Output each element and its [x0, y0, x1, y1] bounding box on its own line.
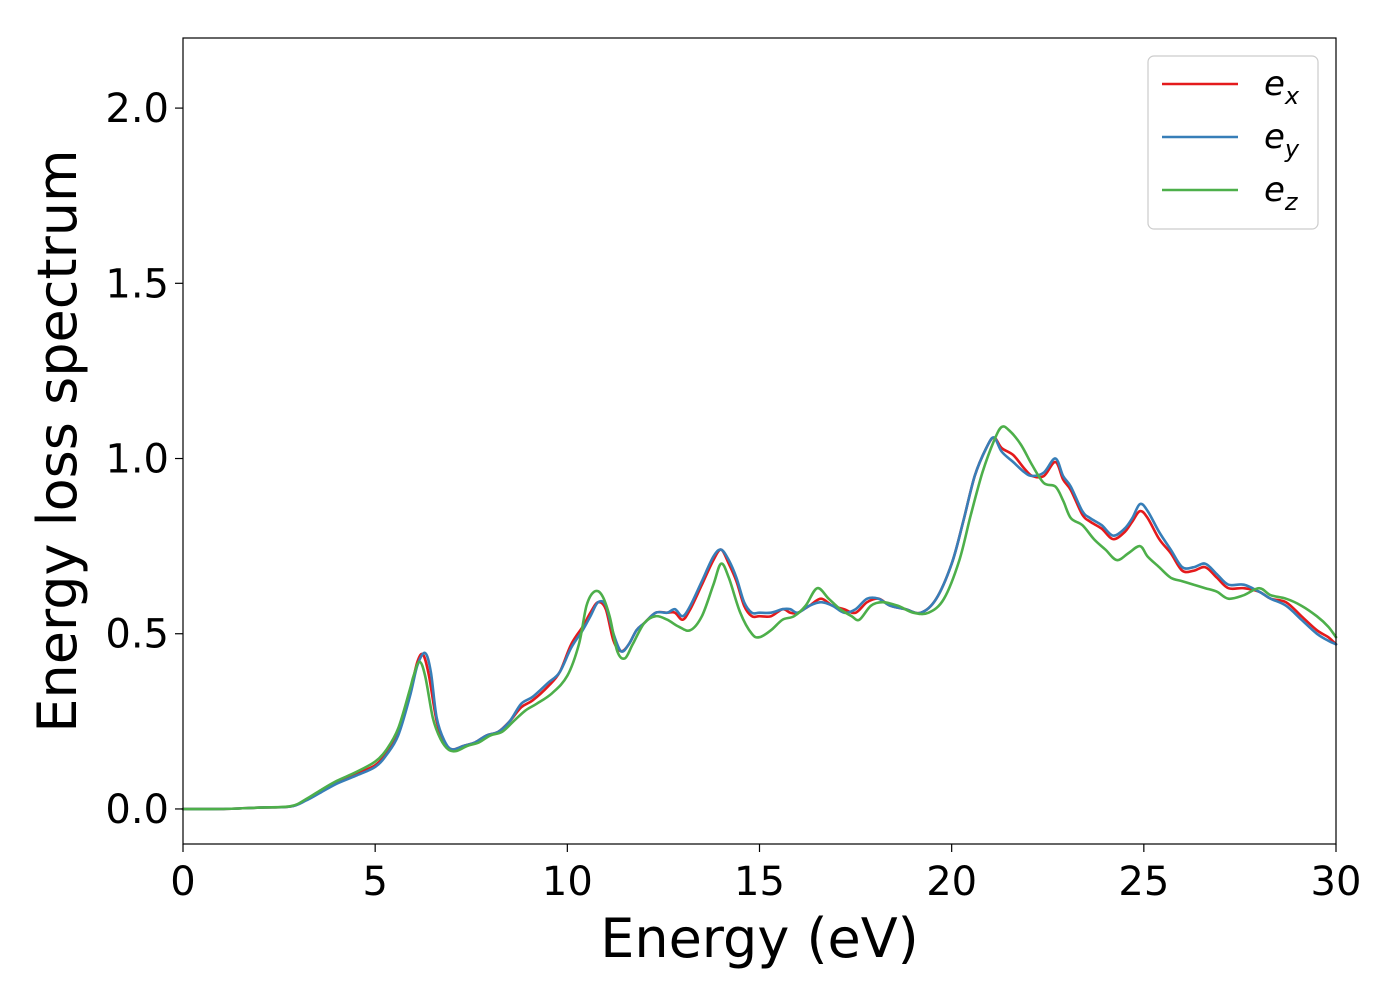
x-axis-label: Energy (eV): [600, 907, 919, 970]
x-tick-label: 5: [362, 859, 387, 905]
y-tick-label: 1.0: [105, 437, 169, 483]
y-tick-label: 2.0: [105, 86, 169, 132]
x-tick-label: 10: [542, 859, 593, 905]
y-axis: 0.0 0.5 1.0 1.5 2.0: [105, 86, 183, 833]
series-line-z: [181, 425, 1338, 811]
legend-label-z: ez: [1264, 170, 1299, 216]
x-tick-label: 20: [926, 859, 977, 905]
series-layer: [181, 425, 1338, 811]
legend-box: [1147, 55, 1319, 230]
x-tick-label: 0: [170, 859, 195, 905]
legend: ex ey ez: [1147, 55, 1319, 230]
series-line-y: [181, 436, 1338, 811]
y-tick-label: 0.5: [105, 612, 169, 658]
x-axis: 0 5 10 15 20 25 30: [170, 844, 1361, 905]
legend-label-y: ey: [1264, 117, 1300, 163]
legend-label-x: ex: [1264, 64, 1300, 110]
y-axis-label: Energy loss spectrum: [26, 149, 89, 732]
x-tick-label: 15: [734, 859, 785, 905]
y-tick-label: 1.5: [105, 261, 169, 307]
x-tick-label: 25: [1118, 859, 1169, 905]
x-tick-label: 30: [1311, 859, 1362, 905]
y-tick-label: 0.0: [105, 787, 169, 833]
